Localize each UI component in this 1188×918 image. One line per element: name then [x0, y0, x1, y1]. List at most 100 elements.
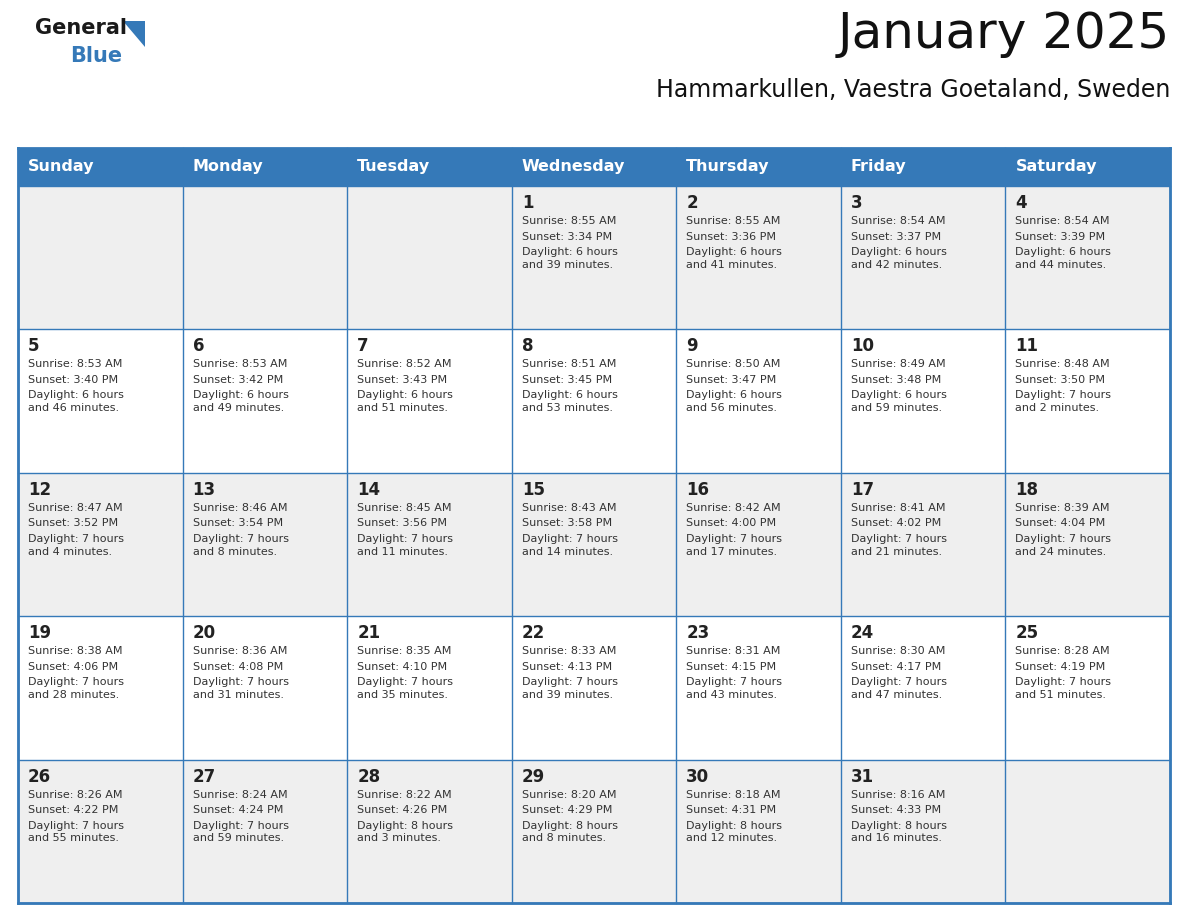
- Text: Daylight: 6 hours
and 44 minutes.: Daylight: 6 hours and 44 minutes.: [1016, 247, 1111, 270]
- Bar: [841, 148, 1005, 186]
- Bar: [512, 186, 676, 330]
- Text: 4: 4: [1016, 194, 1028, 212]
- Text: Sunset: 4:26 PM: Sunset: 4:26 PM: [358, 805, 448, 815]
- Text: Sunrise: 8:51 AM: Sunrise: 8:51 AM: [522, 360, 617, 369]
- Text: Sunset: 4:04 PM: Sunset: 4:04 PM: [1016, 519, 1106, 528]
- Text: Sunset: 4:33 PM: Sunset: 4:33 PM: [851, 805, 941, 815]
- Text: Sunrise: 8:26 AM: Sunrise: 8:26 AM: [29, 789, 122, 800]
- Text: 25: 25: [1016, 624, 1038, 643]
- Text: Sunset: 3:52 PM: Sunset: 3:52 PM: [29, 519, 118, 528]
- Text: 12: 12: [29, 481, 51, 498]
- Text: Tuesday: Tuesday: [358, 160, 430, 174]
- Text: Sunset: 4:19 PM: Sunset: 4:19 PM: [1016, 662, 1106, 672]
- Text: Sunrise: 8:36 AM: Sunrise: 8:36 AM: [192, 646, 287, 656]
- Text: Sunset: 3:43 PM: Sunset: 3:43 PM: [358, 375, 447, 385]
- Text: Sunset: 3:58 PM: Sunset: 3:58 PM: [522, 519, 612, 528]
- Text: Sunset: 4:24 PM: Sunset: 4:24 PM: [192, 805, 283, 815]
- Bar: [676, 616, 841, 759]
- Text: Daylight: 7 hours
and 39 minutes.: Daylight: 7 hours and 39 minutes.: [522, 677, 618, 700]
- Bar: [18, 330, 183, 473]
- Bar: [676, 473, 841, 616]
- Text: Sunset: 4:08 PM: Sunset: 4:08 PM: [192, 662, 283, 672]
- Text: 19: 19: [29, 624, 51, 643]
- Text: Sunrise: 8:54 AM: Sunrise: 8:54 AM: [1016, 216, 1110, 226]
- Text: Daylight: 7 hours
and 4 minutes.: Daylight: 7 hours and 4 minutes.: [29, 533, 124, 556]
- Text: Hammarkullen, Vaestra Goetaland, Sweden: Hammarkullen, Vaestra Goetaland, Sweden: [656, 78, 1170, 102]
- Bar: [18, 473, 183, 616]
- Text: Sunset: 4:31 PM: Sunset: 4:31 PM: [687, 805, 777, 815]
- Text: Sunrise: 8:47 AM: Sunrise: 8:47 AM: [29, 503, 122, 513]
- Text: Sunrise: 8:31 AM: Sunrise: 8:31 AM: [687, 646, 781, 656]
- Text: Sunrise: 8:46 AM: Sunrise: 8:46 AM: [192, 503, 287, 513]
- Bar: [18, 148, 183, 186]
- Text: 30: 30: [687, 767, 709, 786]
- Text: Sunset: 4:22 PM: Sunset: 4:22 PM: [29, 805, 119, 815]
- Text: Daylight: 6 hours
and 51 minutes.: Daylight: 6 hours and 51 minutes.: [358, 390, 453, 413]
- Bar: [347, 473, 512, 616]
- Text: Sunrise: 8:43 AM: Sunrise: 8:43 AM: [522, 503, 617, 513]
- Polygon shape: [124, 21, 145, 47]
- Text: Sunset: 3:47 PM: Sunset: 3:47 PM: [687, 375, 777, 385]
- Text: Sunset: 4:06 PM: Sunset: 4:06 PM: [29, 662, 118, 672]
- Text: Daylight: 7 hours
and 28 minutes.: Daylight: 7 hours and 28 minutes.: [29, 677, 124, 700]
- Bar: [512, 148, 676, 186]
- Bar: [183, 148, 347, 186]
- Bar: [512, 473, 676, 616]
- Bar: [1005, 148, 1170, 186]
- Bar: [183, 186, 347, 330]
- Text: Daylight: 7 hours
and 47 minutes.: Daylight: 7 hours and 47 minutes.: [851, 677, 947, 700]
- Text: 27: 27: [192, 767, 216, 786]
- Text: Sunset: 3:42 PM: Sunset: 3:42 PM: [192, 375, 283, 385]
- Text: 28: 28: [358, 767, 380, 786]
- Text: Sunset: 3:36 PM: Sunset: 3:36 PM: [687, 231, 776, 241]
- Text: 22: 22: [522, 624, 545, 643]
- Bar: [18, 616, 183, 759]
- Text: Monday: Monday: [192, 160, 264, 174]
- Text: Daylight: 8 hours
and 8 minutes.: Daylight: 8 hours and 8 minutes.: [522, 821, 618, 844]
- Text: General: General: [34, 18, 127, 38]
- Bar: [347, 186, 512, 330]
- Text: 20: 20: [192, 624, 216, 643]
- Bar: [512, 616, 676, 759]
- Text: Sunset: 4:00 PM: Sunset: 4:00 PM: [687, 519, 777, 528]
- Bar: [183, 330, 347, 473]
- Bar: [1005, 473, 1170, 616]
- Bar: [841, 330, 1005, 473]
- Text: Sunrise: 8:41 AM: Sunrise: 8:41 AM: [851, 503, 946, 513]
- Text: Daylight: 6 hours
and 49 minutes.: Daylight: 6 hours and 49 minutes.: [192, 390, 289, 413]
- Text: Daylight: 7 hours
and 21 minutes.: Daylight: 7 hours and 21 minutes.: [851, 533, 947, 556]
- Text: Sunset: 3:50 PM: Sunset: 3:50 PM: [1016, 375, 1105, 385]
- Text: 11: 11: [1016, 338, 1038, 355]
- Text: Saturday: Saturday: [1016, 160, 1097, 174]
- Text: Daylight: 7 hours
and 51 minutes.: Daylight: 7 hours and 51 minutes.: [1016, 677, 1112, 700]
- Text: 23: 23: [687, 624, 709, 643]
- Text: Daylight: 7 hours
and 55 minutes.: Daylight: 7 hours and 55 minutes.: [29, 821, 124, 844]
- Text: Daylight: 7 hours
and 2 minutes.: Daylight: 7 hours and 2 minutes.: [1016, 390, 1112, 413]
- Text: Sunset: 4:29 PM: Sunset: 4:29 PM: [522, 805, 612, 815]
- Bar: [18, 186, 183, 330]
- Text: Sunset: 4:15 PM: Sunset: 4:15 PM: [687, 662, 777, 672]
- Bar: [676, 759, 841, 903]
- Bar: [1005, 616, 1170, 759]
- Text: Sunday: Sunday: [29, 160, 95, 174]
- Text: 2: 2: [687, 194, 697, 212]
- Text: Sunrise: 8:22 AM: Sunrise: 8:22 AM: [358, 789, 451, 800]
- Bar: [841, 759, 1005, 903]
- Text: 29: 29: [522, 767, 545, 786]
- Text: Daylight: 6 hours
and 41 minutes.: Daylight: 6 hours and 41 minutes.: [687, 247, 782, 270]
- Text: Wednesday: Wednesday: [522, 160, 625, 174]
- Text: 1: 1: [522, 194, 533, 212]
- Text: Daylight: 8 hours
and 12 minutes.: Daylight: 8 hours and 12 minutes.: [687, 821, 782, 844]
- Text: Daylight: 8 hours
and 16 minutes.: Daylight: 8 hours and 16 minutes.: [851, 821, 947, 844]
- Text: Daylight: 6 hours
and 59 minutes.: Daylight: 6 hours and 59 minutes.: [851, 390, 947, 413]
- Text: Sunrise: 8:48 AM: Sunrise: 8:48 AM: [1016, 360, 1110, 369]
- Text: Sunset: 3:39 PM: Sunset: 3:39 PM: [1016, 231, 1106, 241]
- Text: 3: 3: [851, 194, 862, 212]
- Text: 24: 24: [851, 624, 874, 643]
- Text: 21: 21: [358, 624, 380, 643]
- Text: Sunrise: 8:55 AM: Sunrise: 8:55 AM: [522, 216, 617, 226]
- Text: Sunset: 3:37 PM: Sunset: 3:37 PM: [851, 231, 941, 241]
- Text: January 2025: January 2025: [838, 10, 1170, 58]
- Bar: [347, 616, 512, 759]
- Bar: [347, 759, 512, 903]
